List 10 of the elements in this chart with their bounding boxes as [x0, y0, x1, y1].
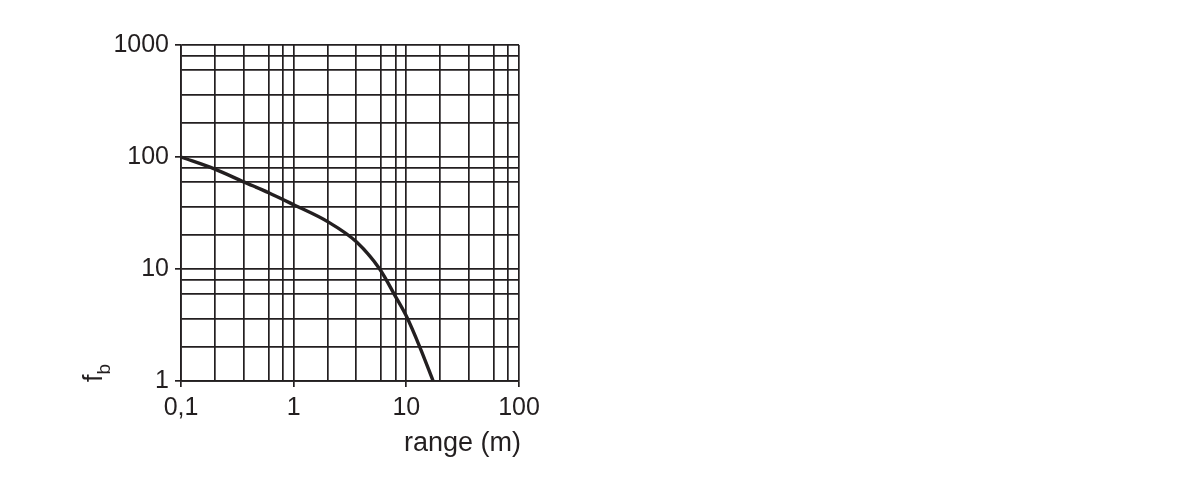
x-tick-label: 0,1 — [163, 391, 199, 420]
y-tick-label: 1 — [155, 364, 169, 393]
y-tick-label: 10 — [141, 252, 169, 281]
y-tick-label: 1000 — [113, 28, 169, 57]
x-tick-label: 100 — [498, 391, 540, 420]
x-axis-title: range (m) — [403, 427, 521, 457]
x-tick-label: 1 — [286, 391, 301, 420]
y-tick-label: 100 — [127, 140, 169, 169]
y-axis-title: fb — [78, 363, 114, 382]
x-tick-label: 10 — [392, 391, 421, 420]
